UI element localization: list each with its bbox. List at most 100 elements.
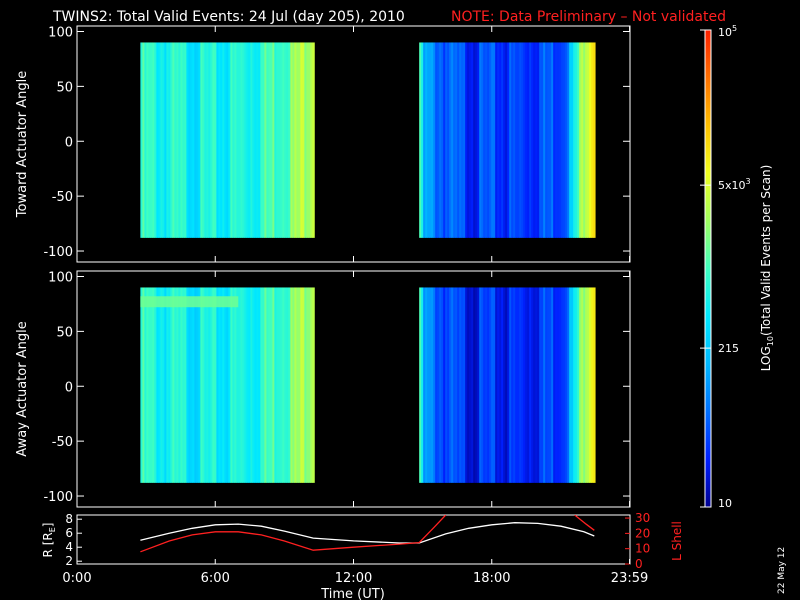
heat-column — [286, 287, 289, 483]
colorbar-tick-label: 5x103 — [718, 177, 751, 192]
heat-column — [156, 42, 159, 238]
heat-column — [447, 287, 450, 483]
heat-column — [489, 42, 492, 238]
heat-column — [172, 287, 175, 483]
heat-column — [154, 42, 157, 238]
heat-column — [178, 42, 181, 238]
heat-column — [495, 42, 498, 238]
heat-column — [427, 287, 430, 483]
heat-column — [186, 287, 189, 483]
y-tick-label: -100 — [43, 245, 73, 260]
heat-column — [443, 42, 446, 238]
heat-column — [244, 42, 247, 238]
heat-column — [481, 42, 484, 238]
heat-column — [473, 287, 476, 483]
heat-column — [238, 287, 241, 483]
heat-column — [224, 287, 227, 483]
heat-column — [537, 42, 540, 238]
heat-column — [507, 287, 510, 483]
heat-column — [551, 287, 554, 483]
heat-column — [483, 42, 486, 238]
heat-column — [168, 42, 171, 238]
heat-column — [589, 287, 592, 483]
heat-column — [425, 42, 428, 238]
heat-column — [282, 42, 285, 238]
heat-column — [533, 287, 536, 483]
heat-column — [477, 42, 480, 238]
heat-column — [160, 42, 163, 238]
heat-column — [288, 287, 291, 483]
heat-column — [142, 287, 145, 483]
heat-column — [208, 287, 211, 483]
heat-column — [441, 42, 444, 238]
heat-column — [214, 287, 217, 483]
heat-column — [491, 42, 494, 238]
heat-column — [539, 42, 542, 238]
heat-column — [429, 42, 432, 238]
heat-column — [445, 42, 448, 238]
heat-column — [258, 287, 261, 483]
heat-column — [228, 42, 231, 238]
heat-column — [230, 287, 233, 483]
heat-column — [471, 42, 474, 238]
y-tick-label: 100 — [48, 270, 73, 285]
heat-column — [425, 287, 428, 483]
time-axis-label: Time (UT) — [320, 587, 385, 600]
heat-column — [581, 42, 584, 238]
heat-column — [563, 42, 566, 238]
heat-column — [210, 42, 213, 238]
time-tick-label: 23:59 — [611, 571, 648, 586]
heat-column — [545, 287, 548, 483]
heat-column — [264, 287, 267, 483]
heat-column — [202, 42, 205, 238]
heat-column — [497, 42, 500, 238]
heat-column — [561, 42, 564, 238]
lshell-line — [574, 515, 595, 531]
heat-column — [148, 287, 151, 483]
heat-column — [511, 287, 514, 483]
heat-column — [559, 42, 562, 238]
left-tick-label: 2 — [65, 554, 73, 568]
heat-column — [549, 42, 552, 238]
heat-column — [439, 287, 442, 483]
heat-column — [260, 287, 263, 483]
heat-column — [469, 42, 472, 238]
heat-column — [146, 42, 149, 238]
heat-column — [270, 42, 273, 238]
heat-column — [577, 42, 580, 238]
heat-column — [222, 42, 225, 238]
time-tick-label: 18:00 — [473, 571, 510, 586]
y-tick-label: 0 — [65, 380, 73, 395]
heat-column — [433, 287, 436, 483]
heat-column — [479, 287, 482, 483]
heat-column — [254, 42, 257, 238]
heat-column — [210, 287, 213, 483]
heat-column — [214, 42, 217, 238]
heat-column — [230, 42, 233, 238]
heat-column — [441, 287, 444, 483]
heat-column — [276, 42, 279, 238]
heat-column — [515, 287, 518, 483]
left-tick-label: 4 — [65, 540, 73, 554]
heat-column — [469, 287, 472, 483]
heat-column — [525, 287, 528, 483]
heat-column — [174, 287, 177, 483]
heat-column — [246, 42, 249, 238]
colorbar-tick-label: 10 — [718, 497, 732, 510]
heat-column — [180, 287, 183, 483]
heat-column — [479, 42, 482, 238]
heat-column — [278, 287, 281, 483]
heat-column — [170, 42, 173, 238]
heat-column — [168, 287, 171, 483]
heat-column — [543, 42, 546, 238]
heat-column — [184, 287, 187, 483]
heat-column — [577, 287, 580, 483]
heat-column — [593, 42, 596, 238]
heat-column — [144, 287, 147, 483]
heat-column — [142, 42, 145, 238]
away-axes: 100 50 0 -50 -100 — [43, 270, 631, 507]
heat-column — [589, 42, 592, 238]
colorbar-tick-label: 215 — [718, 342, 739, 355]
heat-column — [561, 287, 564, 483]
heat-column — [216, 42, 219, 238]
